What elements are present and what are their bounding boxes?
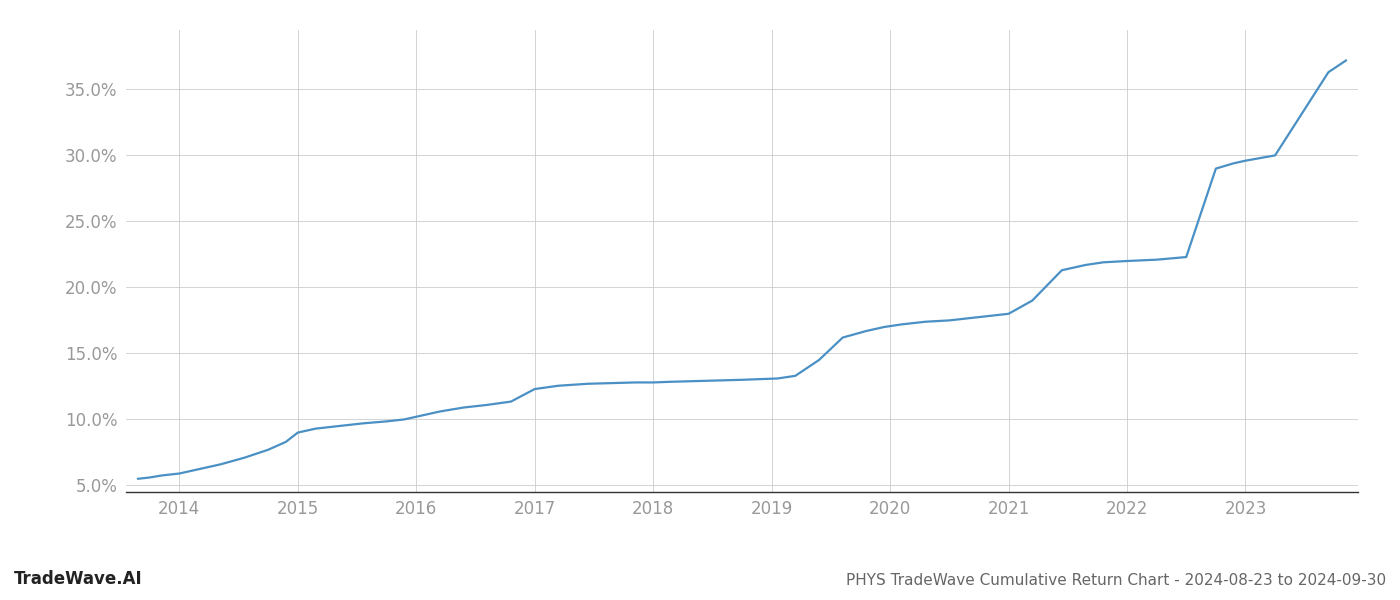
Text: TradeWave.AI: TradeWave.AI <box>14 570 143 588</box>
Text: PHYS TradeWave Cumulative Return Chart - 2024-08-23 to 2024-09-30: PHYS TradeWave Cumulative Return Chart -… <box>846 573 1386 588</box>
